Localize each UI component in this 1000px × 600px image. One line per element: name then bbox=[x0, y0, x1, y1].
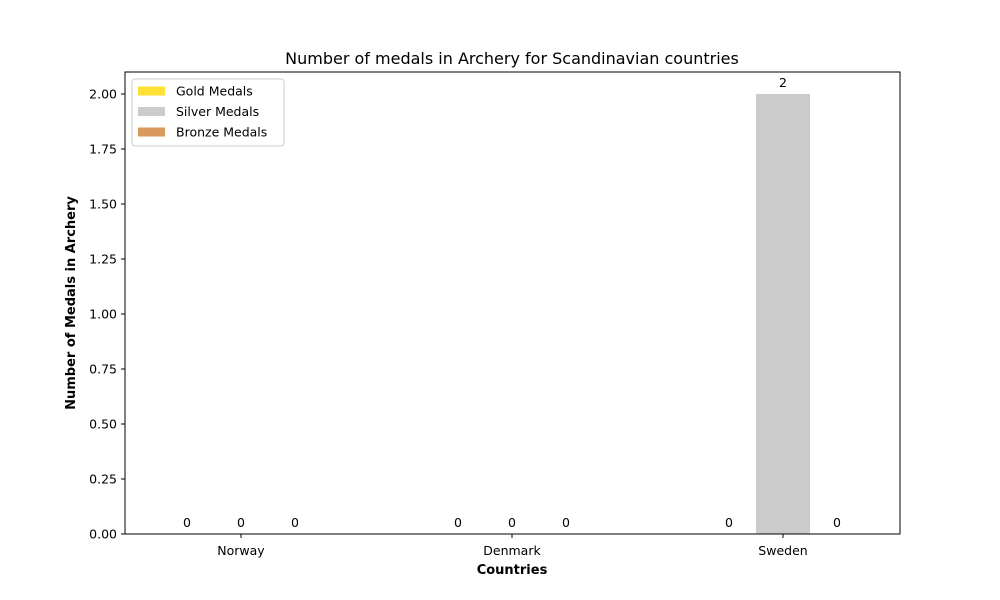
data-label: 0 bbox=[454, 515, 462, 530]
legend-items: Gold Medals Silver Medals Bronze Medals bbox=[138, 84, 267, 140]
legend-label: Bronze Medals bbox=[176, 125, 267, 140]
plot-frame bbox=[124, 71, 901, 535]
y-tick-label: 1.50 bbox=[89, 197, 117, 212]
legend-box bbox=[131, 78, 285, 147]
y-tick-label: 0.25 bbox=[89, 472, 117, 487]
data-labels-layer: 0 0 0 0 0 2 0 0 0 bbox=[183, 75, 841, 530]
y-axis-ticks: 0.00 0.25 0.50 0.75 1.00 1.25 1.50 1.75 2.00 bbox=[89, 87, 125, 542]
y-tick-label: 0.00 bbox=[89, 527, 117, 542]
y-tick-label: 0.50 bbox=[89, 417, 117, 432]
data-label: 0 bbox=[237, 515, 245, 530]
bars-layer bbox=[756, 94, 810, 534]
data-label: 0 bbox=[508, 515, 516, 530]
y-axis-label: Number of Medals in Archery bbox=[64, 196, 79, 410]
bar-sweden-silver-medals bbox=[756, 94, 810, 534]
y-tick-label: 2.00 bbox=[89, 87, 117, 102]
x-tick-label: Denmark bbox=[483, 543, 541, 558]
data-label: 0 bbox=[562, 515, 570, 530]
x-axis-label: Countries bbox=[477, 563, 548, 578]
y-tick-label: 1.25 bbox=[89, 252, 117, 267]
data-label: 0 bbox=[725, 515, 733, 530]
x-tick-label: Norway bbox=[217, 543, 265, 558]
data-label: 0 bbox=[833, 515, 841, 530]
y-tick-label: 1.00 bbox=[89, 307, 117, 322]
chart-title: Number of medals in Archery for Scandina… bbox=[285, 49, 739, 68]
legend-swatch bbox=[138, 127, 165, 137]
legend: Gold Medals Silver Medals Bronze Medals bbox=[131, 78, 285, 147]
data-label: 2 bbox=[779, 75, 787, 90]
x-tick-label: Sweden bbox=[758, 543, 807, 558]
data-label: 0 bbox=[183, 515, 191, 530]
x-axis-ticks: Norway Denmark Sweden bbox=[217, 534, 808, 558]
legend-label: Gold Medals bbox=[176, 84, 253, 99]
legend-swatch bbox=[138, 107, 165, 116]
legend-label: Silver Medals bbox=[176, 104, 259, 119]
data-label: 0 bbox=[291, 515, 299, 530]
y-tick-label: 1.75 bbox=[89, 142, 117, 157]
y-tick-label: 0.75 bbox=[89, 362, 117, 377]
legend-swatch bbox=[138, 86, 165, 96]
